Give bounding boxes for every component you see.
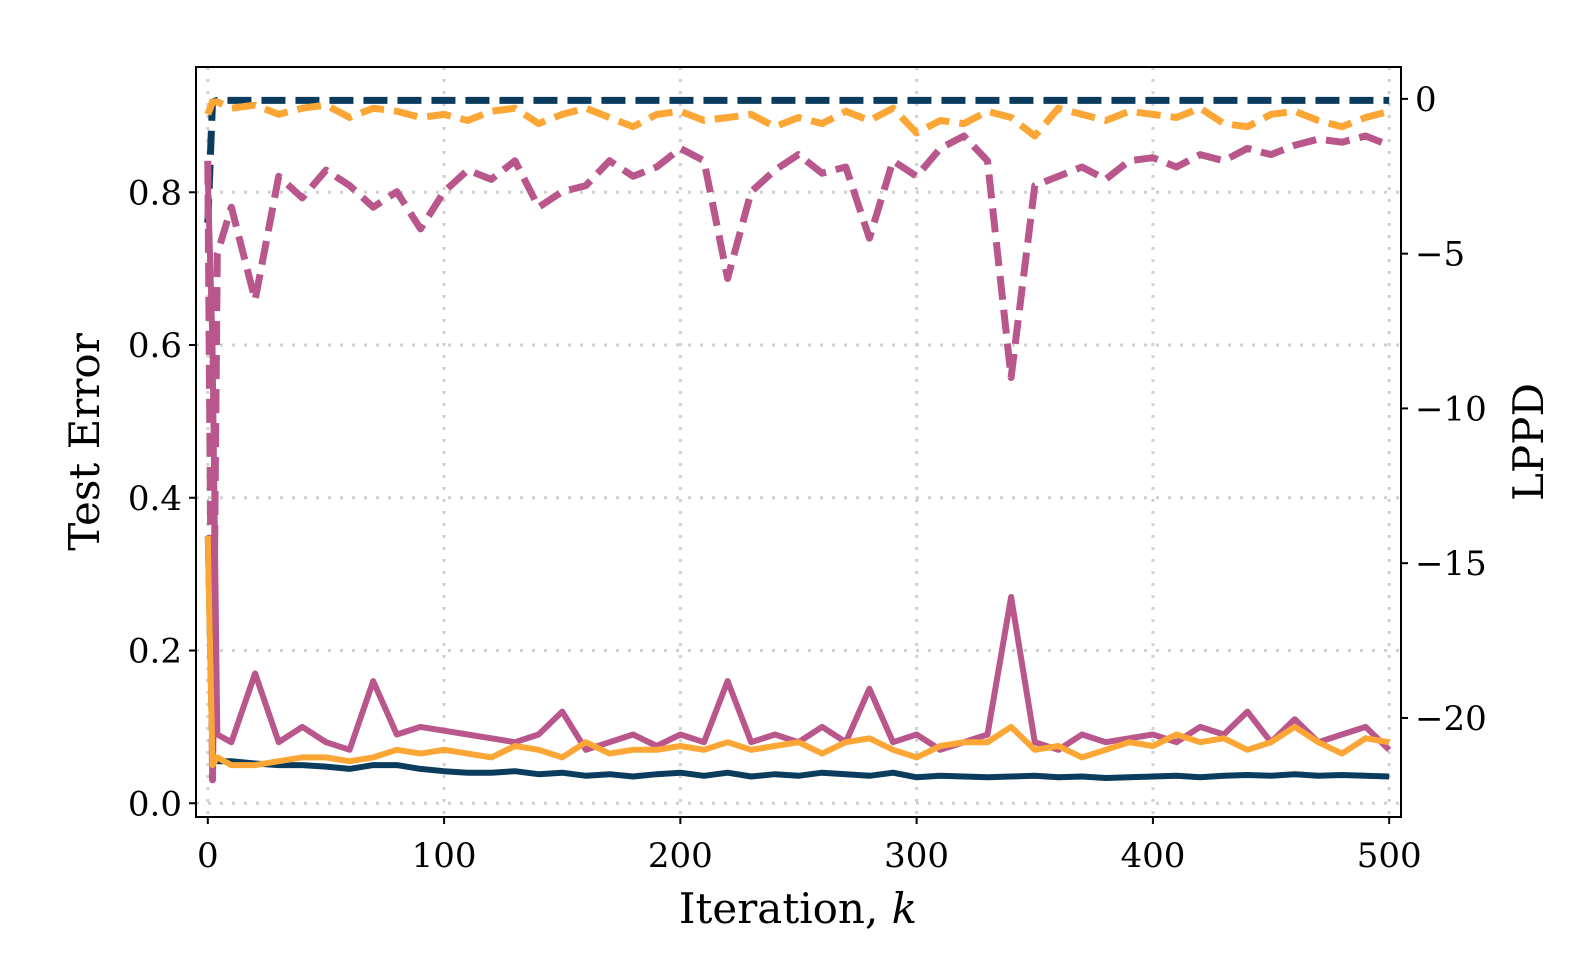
x-tick-label: 200 [648, 836, 713, 876]
y-right-tick-label: −10 [1415, 389, 1487, 429]
y-axis-label-right: LPPD [1504, 383, 1553, 501]
series-orange-test-error [204, 535, 1390, 769]
series-magenta-lppd [204, 132, 1391, 784]
series-navy-lppd [204, 96, 1390, 223]
y-right-tick-label: −20 [1415, 699, 1487, 739]
x-axis-label: Iteration, k [679, 884, 917, 933]
plot-frame [195, 66, 1402, 818]
y-tick-label: 0.8 [128, 173, 182, 213]
x-tick-label: 500 [1357, 836, 1422, 876]
y-tick-label: 0.2 [128, 632, 182, 672]
y-right-tick-label: −15 [1415, 544, 1487, 584]
x-tick-label: 300 [884, 836, 949, 876]
y-tick-label: 0.6 [128, 326, 182, 366]
grid [196, 67, 1401, 817]
ticks: 0 100 200 300 400 500 0.0 0.2 0.4 0.6 0.8 0 −5 −10 −15… [128, 80, 1487, 876]
x-tick-label: 400 [1120, 836, 1185, 876]
y-tick-label: 0.0 [128, 784, 182, 824]
y-right-tick-label: −5 [1415, 235, 1465, 275]
x-tick-label: 100 [412, 836, 477, 876]
y-right-tick-label: 0 [1415, 80, 1437, 120]
x-tick-label: 0 [197, 836, 219, 876]
series-magenta-test-error [204, 176, 1392, 753]
y-tick-label: 0.4 [128, 479, 182, 519]
y-axis-label: Test Error [60, 332, 109, 550]
series-lines [204, 96, 1392, 784]
series-orange-lppd [204, 98, 1391, 140]
series-navy-test-error [204, 535, 1390, 781]
